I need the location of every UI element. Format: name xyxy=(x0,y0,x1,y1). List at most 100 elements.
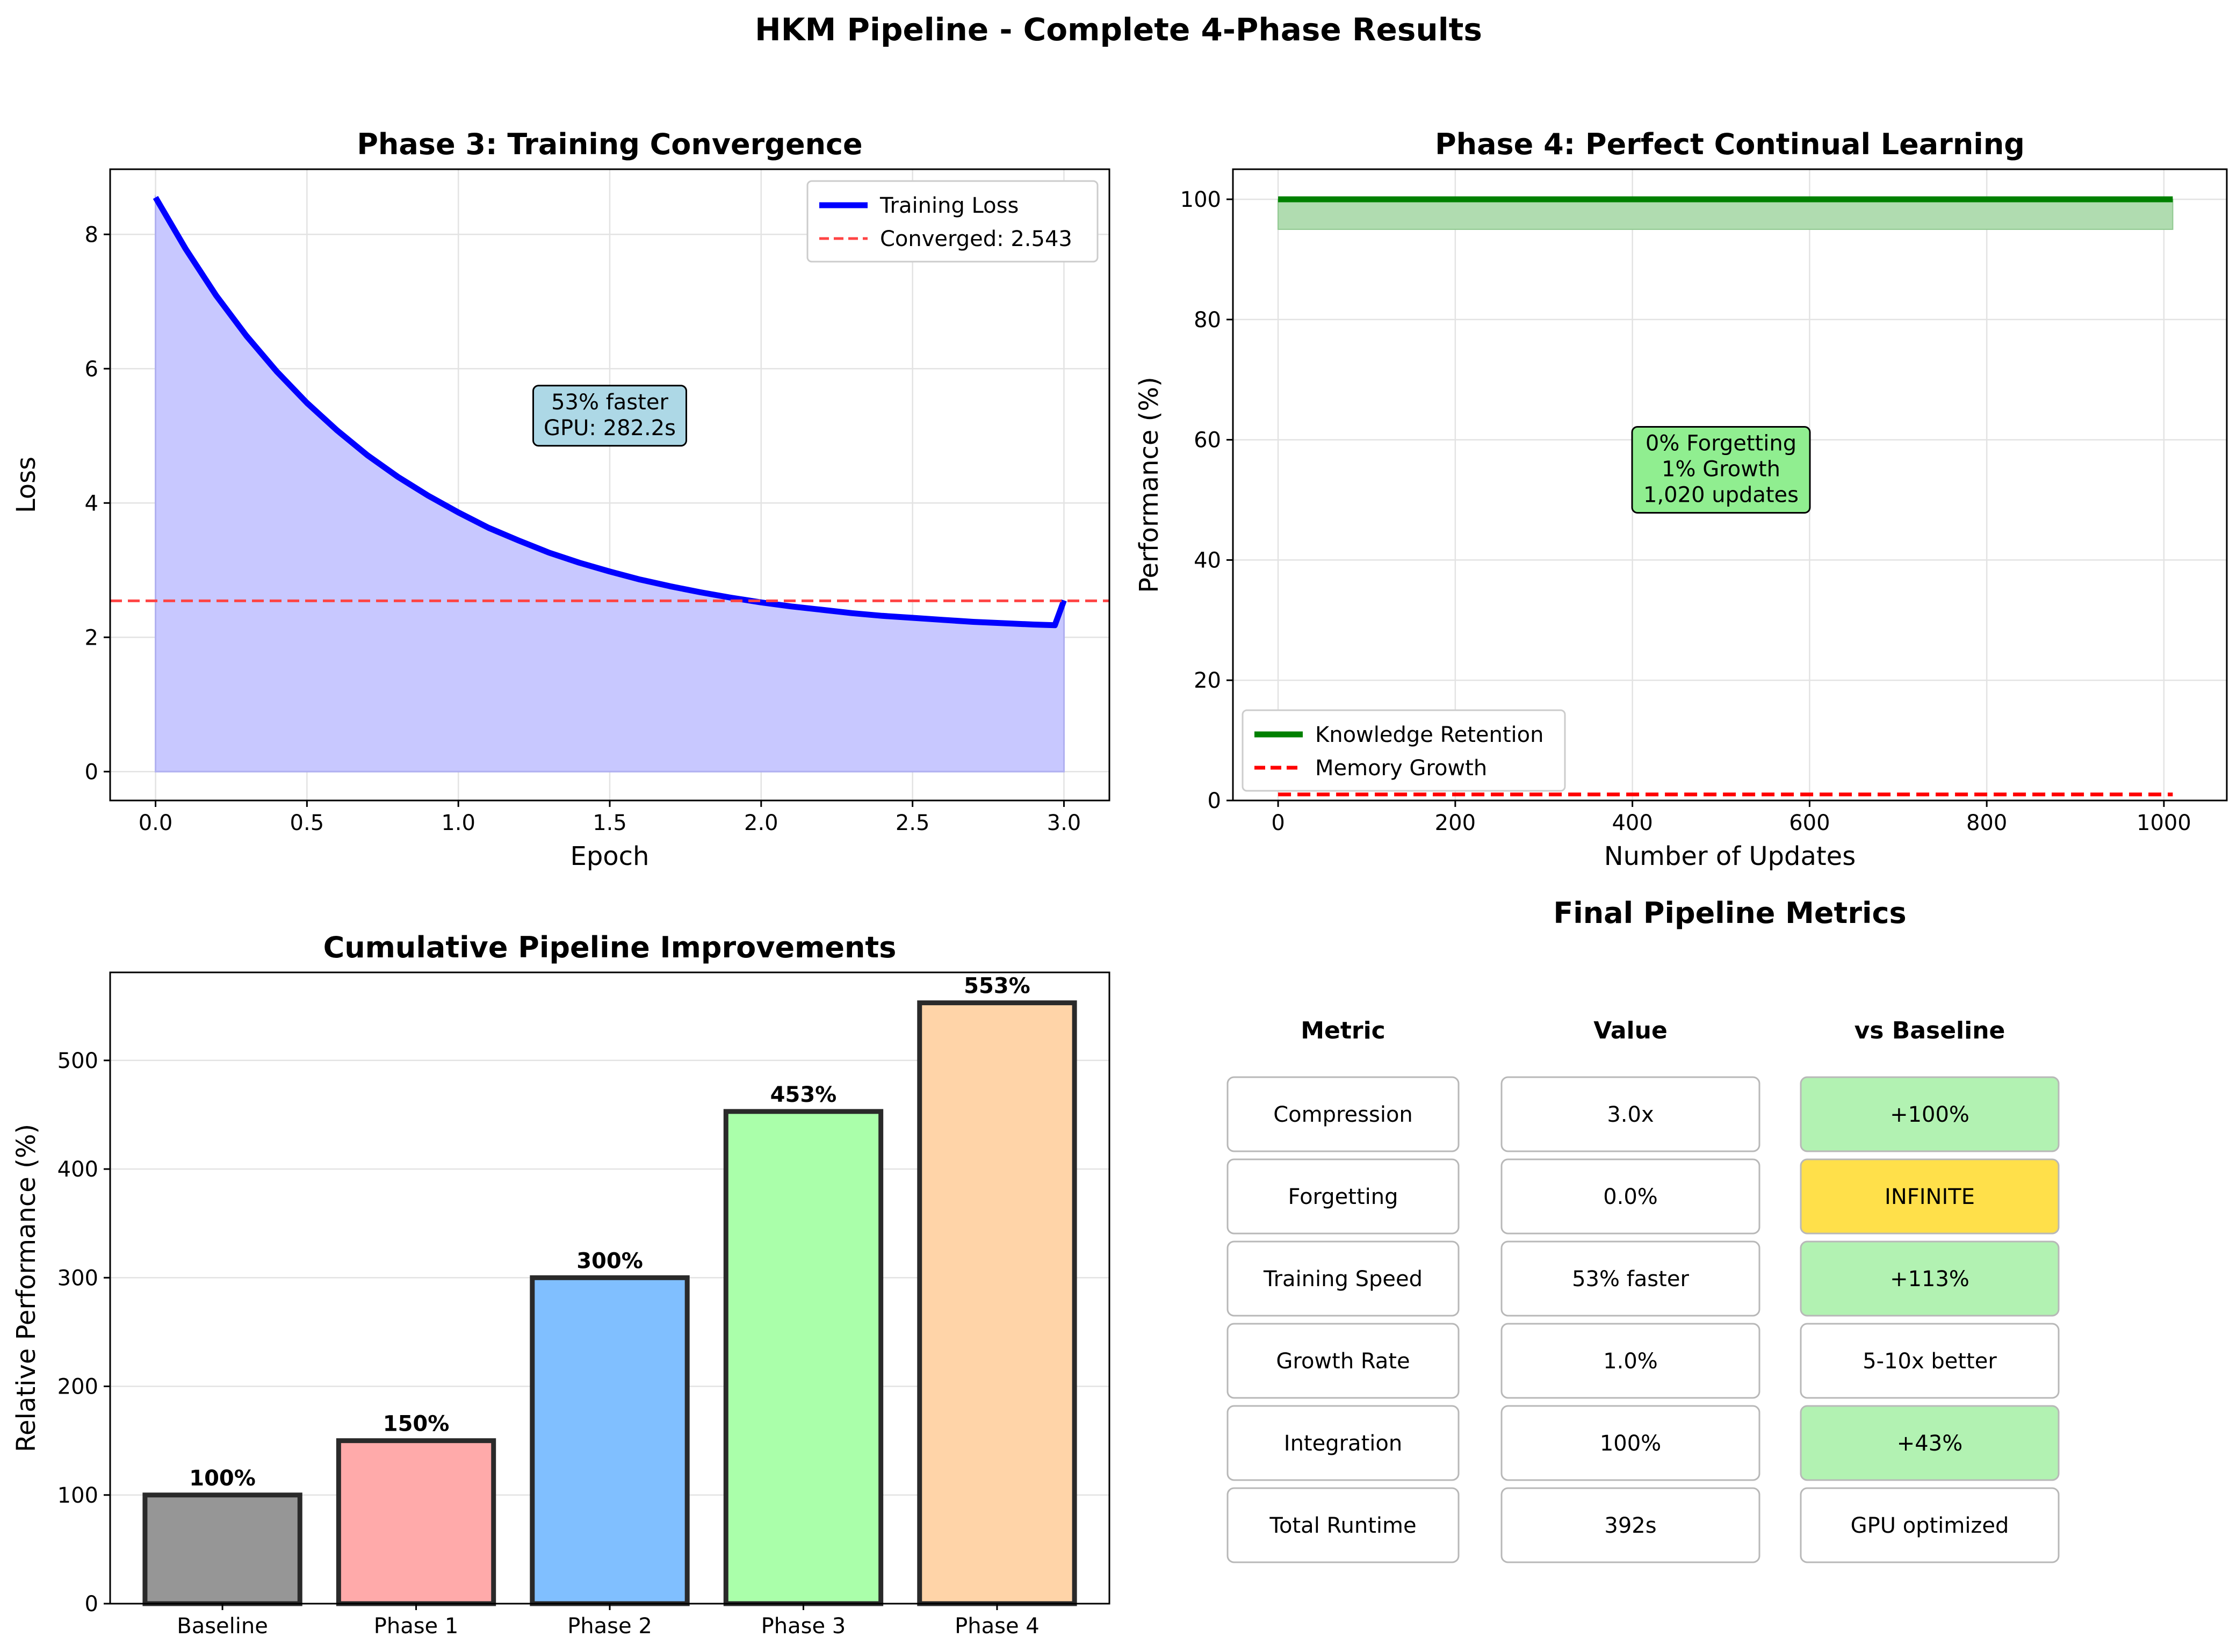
y-tick-label: 60 xyxy=(1194,428,1221,453)
table-cell-text: GPU optimized xyxy=(1851,1513,2009,1538)
y-tick-label: 2 xyxy=(85,625,98,650)
table-cell-text: 392s xyxy=(1604,1513,1656,1538)
y-tick-label: 500 xyxy=(57,1049,98,1073)
x-tick-label: Phase 2 xyxy=(567,1614,652,1639)
table-cell xyxy=(1500,1076,1760,1152)
x-tick-label: 1000 xyxy=(2137,811,2191,835)
retention-band xyxy=(1278,198,2174,230)
legend-label-training-loss: Training Loss xyxy=(879,193,1019,218)
speed-annotation-box xyxy=(532,385,687,447)
x-tick-label: 800 xyxy=(1966,811,2007,835)
table-cell-text: INFINITE xyxy=(1885,1185,1975,1209)
plot-frame xyxy=(1232,168,2228,802)
x-tick-label: 0 xyxy=(1271,811,1285,835)
chart-title: Phase 4: Perfect Continual Learning xyxy=(1435,127,2025,161)
bar-phase-4 xyxy=(917,1000,1077,1606)
forgetting-annotation-text: 1,020 updates xyxy=(1643,483,1799,508)
x-tick-label: 600 xyxy=(1789,811,1830,835)
speed-annotation-text: GPU: 282.2s xyxy=(544,416,676,441)
table-cell xyxy=(1800,1158,2060,1235)
table-cell-text: Forgetting xyxy=(1288,1185,1398,1209)
bar-phase-3 xyxy=(723,1109,884,1606)
table-cell-text: +113% xyxy=(1890,1267,1969,1292)
table-cell xyxy=(1800,1405,2060,1481)
x-tick-label: 400 xyxy=(1612,811,1653,835)
table-cell-text: 1.0% xyxy=(1603,1349,1658,1374)
table-cell xyxy=(1500,1240,1760,1317)
table-cell-text: Compression xyxy=(1273,1102,1413,1127)
column-header: vs Baseline xyxy=(1854,1017,2005,1044)
y-tick-label: 100 xyxy=(57,1483,98,1508)
table-cell xyxy=(1500,1158,1760,1235)
table-cell-text: 5-10x better xyxy=(1863,1349,1997,1374)
table-cell-text: 3.0x xyxy=(1607,1102,1654,1127)
bar-value-label: 300% xyxy=(576,1249,643,1273)
table-cell-text: 53% faster xyxy=(1572,1267,1689,1292)
x-tick-label: 0.5 xyxy=(290,811,324,835)
bar-phase-2 xyxy=(530,1275,690,1606)
table-cell-text: Total Runtime xyxy=(1269,1513,1416,1538)
table-cell xyxy=(1800,1076,2060,1152)
y-tick-label: 300 xyxy=(57,1266,98,1290)
y-tick-label: 400 xyxy=(57,1157,98,1182)
table-cell-text: Training Speed xyxy=(1263,1267,1423,1292)
y-tick-label: 80 xyxy=(1194,308,1221,333)
pipeline-improvements-chart: 100% 150% 300% 453% 553% Baseline Phase 1 Phase… xyxy=(11,930,1110,1639)
x-tick-label: 0.0 xyxy=(139,811,173,835)
forgetting-annotation-text: 0% Forgetting xyxy=(1646,431,1796,456)
table-cell xyxy=(1226,1076,1460,1152)
x-tick-label: Phase 1 xyxy=(374,1614,459,1639)
x-tick-label: Phase 4 xyxy=(955,1614,1040,1639)
training-convergence-chart: 0.0 0.5 1.0 1.5 2.0 2.5 3.0 0 2 4 6 8 Phase 3: Train… xyxy=(11,127,1110,871)
table-title: Final Pipeline Metrics xyxy=(1553,896,1906,930)
y-tick-label: 4 xyxy=(85,491,98,516)
chart-title: Phase 3: Training Convergence xyxy=(357,127,862,161)
forgetting-annotation-text: 1% Growth xyxy=(1662,457,1780,482)
x-tick-label: 2.0 xyxy=(744,811,778,835)
table-cell-text: 0.0% xyxy=(1603,1185,1658,1209)
table-cell xyxy=(1800,1487,2060,1563)
y-tick-label: 0 xyxy=(1208,789,1221,813)
bar-value-label: 100% xyxy=(189,1466,256,1491)
y-axis-label: Relative Performance (%) xyxy=(11,1124,41,1452)
bar-baseline xyxy=(142,1492,302,1606)
training-loss-line xyxy=(153,196,1067,629)
y-tick-label: 100 xyxy=(1180,187,1221,212)
table-cell xyxy=(1500,1487,1760,1563)
column-header: Value xyxy=(1593,1017,1668,1044)
y-axis-label: Loss xyxy=(11,457,41,513)
bar-value-label: 453% xyxy=(770,1083,837,1107)
bar-value-label: 553% xyxy=(964,974,1030,999)
y-tick-label: 20 xyxy=(1194,668,1221,693)
x-tick-label: 1.5 xyxy=(593,811,627,835)
table-cell-text: 100% xyxy=(1600,1431,1661,1456)
continual-learning-chart: 0 200 400 600 800 1000 0 20 40 60 80 100 Phase 4: Pe… xyxy=(1134,127,2228,871)
x-tick-label: Phase 3 xyxy=(761,1614,846,1639)
y-tick-label: 8 xyxy=(85,222,98,247)
bar-phase-1 xyxy=(336,1438,496,1606)
legend-label-memory: Memory Growth xyxy=(1315,756,1487,781)
x-tick-label: Baseline xyxy=(177,1614,268,1639)
x-axis-label: Epoch xyxy=(571,841,650,871)
table-cell-text: +100% xyxy=(1890,1102,1969,1127)
y-tick-label: 40 xyxy=(1194,548,1221,573)
legend-label-retention: Knowledge Retention xyxy=(1315,723,1543,747)
x-tick-label: 1.0 xyxy=(441,811,475,835)
x-tick-label: 2.5 xyxy=(896,811,930,835)
table-cell xyxy=(1500,1323,1760,1399)
legend-label-converged: Converged: 2.543 xyxy=(880,227,1072,251)
table-cell xyxy=(1226,1158,1460,1235)
forgetting-annotation-box xyxy=(1631,426,1811,514)
table-cell xyxy=(1226,1405,1460,1481)
table-cell xyxy=(1226,1240,1460,1317)
speed-annotation-text: 53% faster xyxy=(551,390,668,415)
final-metrics-table: Final Pipeline Metrics Metric Value vs Base… xyxy=(1226,896,2060,1563)
x-tick-label: 3.0 xyxy=(1047,811,1081,835)
y-tick-label: 200 xyxy=(57,1375,98,1399)
legend-box xyxy=(1242,709,1566,792)
table-cell-text: +43% xyxy=(1897,1431,1962,1456)
table-cell-text: Growth Rate xyxy=(1276,1349,1410,1374)
table-cell xyxy=(1500,1405,1760,1481)
y-tick-label: 6 xyxy=(85,357,98,381)
